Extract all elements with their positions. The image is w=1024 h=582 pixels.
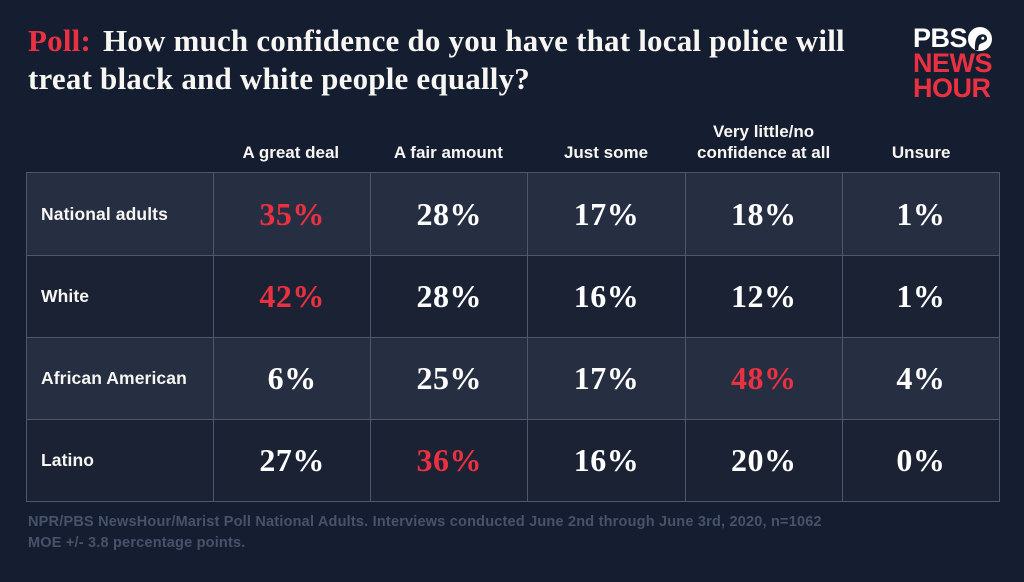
value-cell: 36% xyxy=(370,420,527,501)
table-row: National adults 35% 28% 17% 18% 1% xyxy=(27,173,999,255)
value-cell: 28% xyxy=(370,173,527,255)
value-cell: 28% xyxy=(370,256,527,337)
value-cell: 20% xyxy=(684,420,842,501)
value-cell: 17% xyxy=(527,338,684,419)
value-cell: 4% xyxy=(841,338,999,419)
value-cell: 16% xyxy=(527,256,684,337)
logo-hour-text: HOUR xyxy=(912,73,991,103)
column-header: Unsure xyxy=(891,143,951,162)
value-cell: 1% xyxy=(841,173,999,255)
value-cell: 18% xyxy=(684,173,842,255)
row-label-cell: African American xyxy=(41,368,187,388)
pbs-newshour-logo: PBS NEWS HOUR xyxy=(912,23,993,103)
value-cell: 35% xyxy=(213,173,370,255)
table-body: National adults 35% 28% 17% 18% 1% White 42% 28%… xyxy=(26,172,1000,502)
title-prefix: Poll: xyxy=(28,23,91,58)
value-cell: 27% xyxy=(213,420,370,501)
column-header: Very little/no confidence at all xyxy=(696,122,831,162)
logo-pbs-line: PBS xyxy=(912,23,992,53)
value-cell: 1% xyxy=(841,256,999,337)
logo-pbs-text: PBS xyxy=(912,23,968,53)
table-row: White 42% 28% 16% 12% 1% xyxy=(27,255,999,337)
poll-table: A great deal A fair amount Just some Very l… xyxy=(26,118,1000,502)
row-label-cell: Latino xyxy=(41,450,95,470)
pbs-head-icon xyxy=(968,26,992,51)
logo-news-text: NEWS xyxy=(912,48,993,78)
column-header: A fair amount xyxy=(393,143,503,162)
value-cell: 42% xyxy=(213,256,370,337)
column-header: A great deal xyxy=(242,143,340,162)
value-cell: 48% xyxy=(684,338,842,419)
value-cell: 6% xyxy=(213,338,370,419)
table-row: African American 6% 25% 17% 48% 4% xyxy=(27,337,999,419)
page-title: Poll: How much confidence do you have th… xyxy=(28,22,873,98)
table-row: Latino 27% 36% 16% 20% 0% xyxy=(27,419,999,501)
value-cell: 12% xyxy=(684,256,842,337)
table-header-row: A great deal A fair amount Just some Very l… xyxy=(26,118,1000,172)
value-cell: 25% xyxy=(370,338,527,419)
value-cell: 17% xyxy=(527,173,684,255)
title-question: How much confidence do you have that loc… xyxy=(28,23,845,96)
value-cell: 0% xyxy=(841,420,999,501)
value-cell: 16% xyxy=(527,420,684,501)
column-header: Just some xyxy=(563,143,649,162)
source-note: NPR/PBS NewsHour/Marist Poll National Ad… xyxy=(28,514,822,551)
row-label-cell: National adults xyxy=(41,203,168,224)
row-label-cell: White xyxy=(41,286,90,306)
